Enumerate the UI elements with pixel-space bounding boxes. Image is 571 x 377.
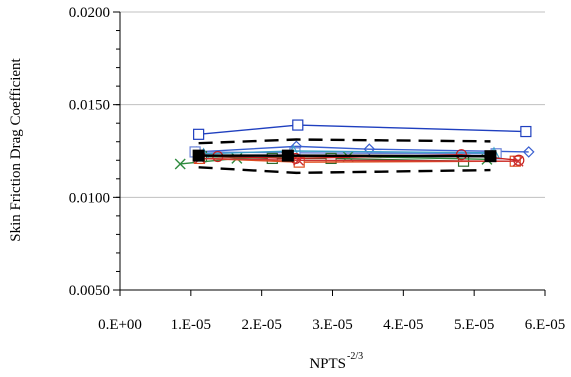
data-point (520, 125, 532, 138)
ticks: 0.0050 0.0100 0.0150 0.0200 0.E+00 1.E-05 2.E-… (69, 5, 565, 333)
x-tick-label: 6.E-05 (525, 317, 565, 333)
data-point (192, 149, 205, 162)
series-line (198, 138, 491, 145)
series-line (198, 124, 526, 136)
x-tick-label: 5.E-05 (454, 317, 494, 333)
x-tick-label: 4.E-05 (383, 317, 423, 333)
data-point (513, 154, 525, 166)
data-point (522, 146, 535, 158)
y-tick-label: 0.0050 (69, 283, 110, 299)
data-point (174, 158, 186, 170)
data-point (363, 143, 376, 155)
series-line (198, 166, 491, 175)
data-point (484, 150, 497, 163)
series-10 (198, 138, 491, 145)
series-0 (193, 119, 532, 140)
series-layer (174, 119, 535, 175)
grid (120, 11, 545, 198)
data-point (292, 119, 304, 131)
x-axis-title-superscript: -2/3 (347, 351, 363, 362)
data-point (193, 128, 205, 140)
series-line (198, 154, 491, 158)
data-point (455, 149, 468, 161)
x-axis-title: NPTS (309, 356, 346, 372)
series-line (196, 145, 529, 153)
data-point (512, 155, 524, 167)
y-tick-label: 0.0150 (69, 98, 110, 114)
data-point (293, 154, 304, 166)
x-tick-label: 0.E+00 (98, 317, 142, 333)
series-9 (192, 149, 497, 163)
y-tick-label: 0.0100 (69, 190, 110, 206)
y-axis-title: Skin Friction Drag Coefficient (8, 57, 24, 241)
data-point (281, 149, 294, 162)
x-tick-label: 2.E-05 (241, 317, 281, 333)
x-tick-label: 3.E-05 (312, 317, 352, 333)
y-tick-label: 0.0200 (69, 5, 110, 21)
series-11 (198, 166, 491, 175)
x-tick-label: 1.E-05 (171, 317, 211, 333)
